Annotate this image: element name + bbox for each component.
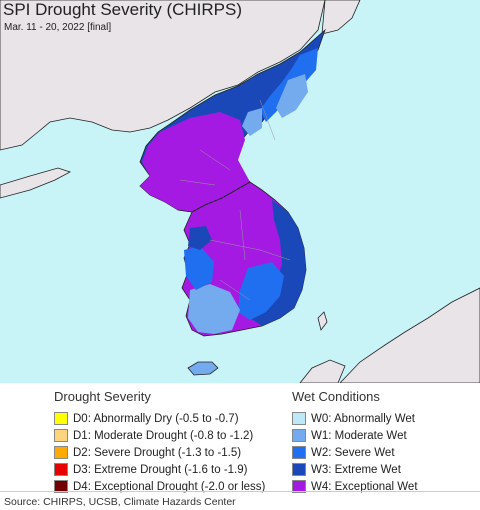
sk-w3-east xyxy=(250,200,306,326)
liaodong-peninsula xyxy=(0,167,72,199)
jeju-island xyxy=(187,361,219,376)
sk-w2-west xyxy=(184,246,214,290)
nk-w1-region-2 xyxy=(242,108,262,136)
legend-item-w2: W2: Severe Wet xyxy=(292,444,418,461)
japan-kyushu xyxy=(299,359,346,383)
tsushima-island xyxy=(317,311,328,331)
legend-swatch xyxy=(292,463,306,476)
wet-legend: Wet Conditions W0: Abnormally Wet W1: Mo… xyxy=(292,389,418,495)
legend-item-w1: W1: Moderate Wet xyxy=(292,427,418,444)
legend-item-d2: D2: Severe Drought (-1.3 to -1.5) xyxy=(54,444,265,461)
japan-land xyxy=(339,287,480,383)
china-land-north xyxy=(0,0,326,151)
nk-w4-region xyxy=(140,112,250,212)
legend: Drought Severity D0: Abnormally Dry (-0.… xyxy=(0,383,480,493)
legend-swatch xyxy=(292,429,306,442)
legend-label: D1: Moderate Drought (-0.8 to -1.2) xyxy=(73,429,254,442)
legend-swatch xyxy=(54,463,68,476)
legend-swatch xyxy=(54,446,68,459)
wet-legend-heading: Wet Conditions xyxy=(292,389,380,404)
legend-label: W4: Exceptional Wet xyxy=(311,480,418,493)
sk-w2-southeast xyxy=(238,262,284,320)
legend-item-d1: D1: Moderate Drought (-0.8 to -1.2) xyxy=(54,427,265,444)
footer-divider xyxy=(0,491,480,492)
legend-label: D0: Abnormally Dry (-0.5 to -0.7) xyxy=(73,412,239,425)
nk-w1-region xyxy=(276,74,308,118)
legend-swatch xyxy=(292,480,306,493)
legend-label: W0: Abnormally Wet xyxy=(311,412,415,425)
drought-legend: Drought Severity D0: Abnormally Dry (-0.… xyxy=(54,389,265,495)
map-subtitle: Mar. 11 - 20, 2022 [final] xyxy=(4,22,112,33)
legend-swatch xyxy=(54,480,68,493)
legend-label: W1: Moderate Wet xyxy=(311,429,407,442)
legend-label: D2: Severe Drought (-1.3 to -1.5) xyxy=(73,446,242,459)
legend-item-w4: W4: Exceptional Wet xyxy=(292,478,418,495)
sk-w3-west xyxy=(188,226,212,250)
legend-label: W2: Severe Wet xyxy=(311,446,395,459)
legend-item-d0: D0: Abnormally Dry (-0.5 to -0.7) xyxy=(54,410,265,427)
dmz-border xyxy=(177,181,251,213)
legend-swatch xyxy=(292,446,306,459)
drought-legend-heading: Drought Severity xyxy=(54,389,151,404)
map-title: SPI Drought Severity (CHIRPS) xyxy=(3,0,243,19)
legend-item-w0: W0: Abnormally Wet xyxy=(292,410,418,427)
legend-swatch xyxy=(54,429,68,442)
legend-label: W3: Extreme Wet xyxy=(311,463,401,476)
legend-label: D4: Exceptional Drought (-2.0 or less) xyxy=(73,480,266,493)
sk-w1-southwest xyxy=(188,284,240,334)
legend-item-d4: D4: Exceptional Drought (-2.0 or less) xyxy=(54,478,265,495)
map-area: SPI Drought Severity (CHIRPS) Mar. 11 - … xyxy=(0,0,480,383)
legend-item-d3: D3: Extreme Drought (-1.6 to -1.9) xyxy=(54,461,265,478)
source-credit: Source: CHIRPS, UCSB, Climate Hazards Ce… xyxy=(4,496,236,508)
legend-label: D3: Extreme Drought (-1.6 to -1.9) xyxy=(73,463,248,476)
russia-land xyxy=(321,0,361,35)
legend-swatch xyxy=(54,412,68,425)
map-canvas xyxy=(0,0,480,383)
province-lines xyxy=(179,99,291,301)
legend-item-w3: W3: Extreme Wet xyxy=(292,461,418,478)
legend-swatch xyxy=(292,412,306,425)
